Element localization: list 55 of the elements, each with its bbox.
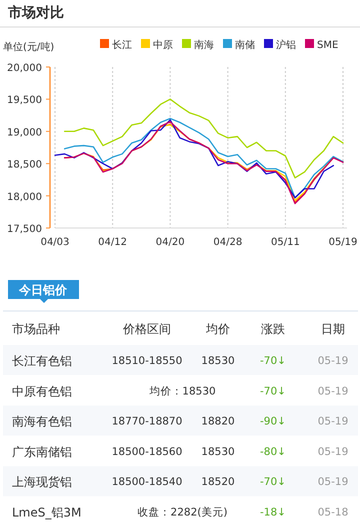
legend-label: 长江: [112, 39, 132, 51]
category-label: 长江有色铝: [12, 354, 72, 368]
legend-label: 中原: [153, 39, 173, 51]
legend-label: 南储: [235, 39, 255, 51]
text: -80↓: [260, 446, 286, 458]
text: 18510-18550: [112, 355, 182, 367]
y-axis-title: 单位(元/吨): [3, 41, 54, 53]
text: -18↓: [260, 506, 286, 518]
text: 18500-18540: [112, 476, 182, 488]
text: 今日铝价: [18, 283, 68, 297]
legend-label: SME: [317, 40, 338, 51]
category-label: 均价: [205, 322, 230, 336]
category-label: 上海现货铝: [12, 475, 72, 490]
text: 收盘：2282(美元): [138, 506, 228, 518]
text: 18520: [201, 476, 235, 488]
text: 05-18: [318, 506, 348, 518]
category-label: 中原有色铝: [12, 384, 72, 398]
text: 05-19: [318, 446, 348, 458]
text: -70↓: [260, 476, 286, 488]
y-tick-label: 17,500: [7, 224, 42, 235]
y-tick-label: 18,000: [7, 192, 42, 203]
y-tick-label: 18,500: [7, 160, 42, 171]
text: 18500-18560: [112, 446, 182, 458]
chart-title: 市场对比: [7, 4, 64, 21]
x-tick-label: 04/28: [213, 237, 242, 248]
category-label: LmeS_铝3M: [12, 506, 82, 520]
category-label: 涨跌: [261, 322, 285, 336]
text: 18530: [201, 446, 235, 458]
category-label: 价格区间: [122, 322, 171, 336]
x-tick-label: 04/12: [98, 237, 128, 248]
text: 05-19: [318, 416, 348, 428]
text: 05-19: [318, 355, 348, 367]
text: -70↓: [260, 385, 286, 398]
category-label: 市场品种: [12, 322, 60, 336]
y-tick-label: 19,500: [7, 95, 42, 106]
text: -70↓: [260, 355, 286, 367]
category-label: 日期: [321, 322, 345, 336]
text: 均价：18530: [149, 385, 216, 398]
text: 05-19: [318, 476, 348, 488]
x-tick-label: 05/11: [270, 237, 300, 248]
legend-label: 南海: [194, 39, 214, 51]
x-tick-label: 05/19: [328, 237, 358, 248]
category-label: 广东南储铝: [12, 444, 72, 459]
text: -90↓: [260, 416, 286, 428]
y-tick-label: 19,000: [7, 127, 42, 138]
text: 18770-18870: [112, 416, 182, 428]
text: 05-19: [318, 385, 348, 398]
category-label: 南海有色铝: [12, 414, 72, 429]
x-tick-label: 04/20: [156, 237, 185, 248]
text: 18820: [201, 416, 235, 428]
line-series: [64, 98, 344, 178]
legend-label: 沪铝: [276, 39, 296, 51]
text: 18530: [201, 355, 235, 367]
y-tick-label: 20,000: [7, 63, 42, 74]
x-tick-label: 04/03: [40, 237, 70, 248]
